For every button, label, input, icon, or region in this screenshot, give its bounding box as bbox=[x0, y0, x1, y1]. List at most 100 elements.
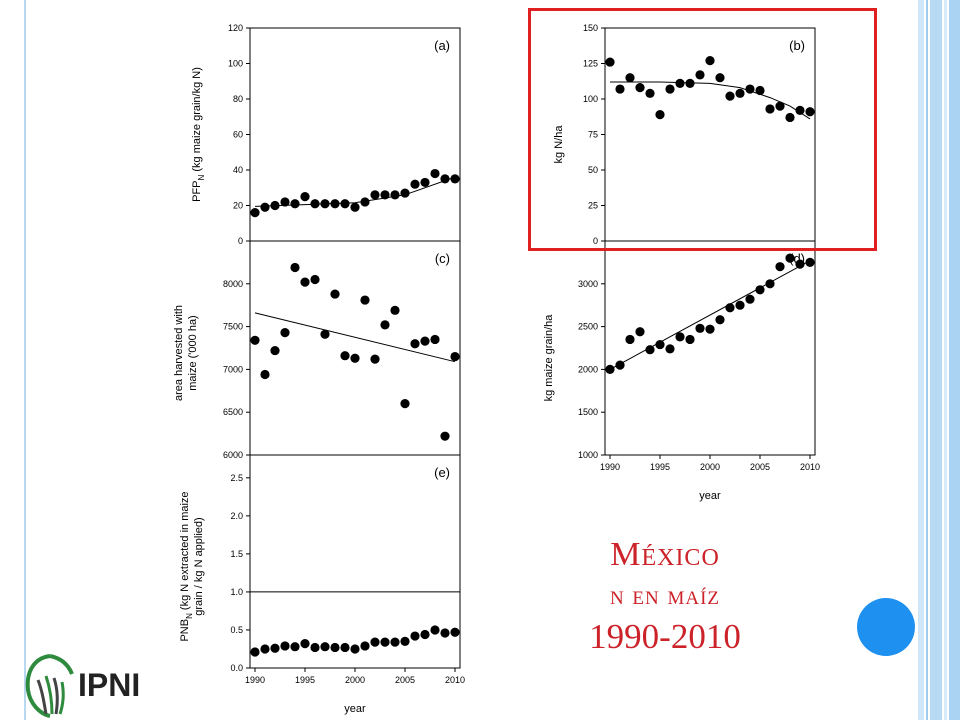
data-point-b bbox=[755, 85, 765, 96]
y-tick-label-b: 0 bbox=[593, 236, 598, 246]
y-tick-label-d: 3000 bbox=[578, 279, 598, 289]
data-point-b bbox=[735, 88, 745, 98]
data-point-b bbox=[795, 105, 805, 115]
data-point-a bbox=[380, 190, 390, 200]
panel-a: 0 20 40 60 80 100 120 (a) PFPN (kg maize grain/k… bbox=[191, 23, 461, 246]
data-point-d bbox=[795, 259, 805, 269]
x-tick-label-d: 1990 bbox=[600, 462, 620, 472]
data-point-b bbox=[705, 56, 715, 66]
data-point-c bbox=[380, 320, 390, 330]
trend-line-d bbox=[609, 260, 811, 370]
y-tick-label-a: 0 bbox=[238, 236, 243, 246]
panel-d: 1000 1500 2000 2500 3000 1990 1995 2000 2005 2010… bbox=[543, 240, 820, 502]
y-axis-title-e-line1: PNBN (kg N extracted in maize bbox=[179, 491, 194, 641]
data-point-e bbox=[300, 639, 310, 649]
data-point-b bbox=[725, 91, 735, 101]
x-axis-title-e: year bbox=[344, 703, 366, 715]
data-point-d bbox=[635, 327, 645, 337]
data-point-e bbox=[260, 644, 270, 654]
title-line-subject: n en maíz bbox=[609, 580, 721, 610]
y-tick-label-b: 25 bbox=[588, 201, 598, 211]
panel-label-a: (a) bbox=[434, 38, 450, 53]
data-point-b bbox=[745, 84, 755, 94]
data-point-d bbox=[735, 300, 745, 310]
data-point-b bbox=[645, 88, 655, 98]
data-point-b bbox=[665, 84, 675, 94]
trend-line-b bbox=[610, 81, 811, 120]
y-tick-label-e: 0.0 bbox=[230, 663, 243, 673]
data-point-c bbox=[270, 345, 280, 356]
data-point-e bbox=[420, 629, 430, 640]
data-point-d bbox=[805, 257, 815, 267]
y-tick-label-d: 2000 bbox=[578, 364, 598, 374]
y-tick-label-c: 7500 bbox=[223, 322, 243, 332]
data-point-c bbox=[320, 329, 330, 339]
data-point-e bbox=[360, 641, 370, 651]
x-tick-label-e: 2010 bbox=[445, 675, 465, 685]
y-tick-label-c: 8000 bbox=[223, 279, 243, 289]
x-axis-title-d: year bbox=[699, 490, 721, 502]
highlight-box bbox=[528, 8, 877, 251]
data-point-e bbox=[350, 644, 360, 654]
y-tick-label-a: 80 bbox=[233, 94, 243, 104]
y-axis-title-d: kg maize grain/ha bbox=[543, 314, 555, 402]
y-tick-label-e: 1.5 bbox=[230, 549, 243, 559]
data-point-d bbox=[725, 303, 735, 313]
data-point-a bbox=[340, 199, 350, 209]
data-point-e bbox=[340, 642, 350, 653]
x-tick-label-e: 2000 bbox=[345, 675, 365, 685]
data-point-c bbox=[430, 334, 440, 345]
y-axis-title-b: kg N/ha bbox=[553, 125, 565, 164]
right-decorative-bars bbox=[918, 0, 960, 720]
data-point-c bbox=[400, 399, 410, 409]
data-point-e bbox=[280, 641, 290, 651]
y-tick-label-b: 125 bbox=[583, 59, 598, 69]
data-point-a bbox=[320, 199, 330, 209]
data-point-d bbox=[765, 279, 775, 289]
data-point-e bbox=[410, 631, 420, 641]
data-point-a bbox=[450, 174, 460, 184]
x-tick-label-d: 2005 bbox=[750, 462, 770, 472]
x-tick-label-e: 2005 bbox=[395, 675, 415, 685]
y-tick-label-d: 1500 bbox=[578, 407, 598, 417]
data-point-e bbox=[370, 637, 380, 647]
data-point-c bbox=[330, 289, 340, 299]
data-point-e bbox=[400, 636, 410, 646]
plot-frame-c bbox=[249, 240, 461, 456]
data-point-c bbox=[410, 339, 420, 349]
data-point-b bbox=[765, 104, 775, 114]
data-point-c bbox=[280, 327, 290, 338]
x-tick-label-e: 1995 bbox=[295, 675, 315, 685]
data-point-d bbox=[665, 344, 675, 354]
data-point-a bbox=[310, 199, 320, 209]
x-tick-label-d: 2010 bbox=[800, 462, 820, 472]
data-point-a bbox=[370, 190, 380, 200]
data-point-b bbox=[675, 78, 685, 88]
data-point-c bbox=[250, 335, 260, 345]
panel-e: 0.0 0.5 1.0 1.5 2.0 2.5 1990 1995 2000 2005 2010 ye… bbox=[179, 454, 465, 715]
data-point-d bbox=[645, 345, 655, 355]
ipni-logo-icon bbox=[25, 654, 74, 718]
title-line-years: 1990-2010 bbox=[589, 617, 741, 656]
data-point-b bbox=[695, 70, 705, 80]
data-point-d bbox=[675, 332, 685, 342]
data-point-a bbox=[330, 199, 340, 209]
y-tick-label-a: 20 bbox=[233, 201, 243, 211]
left-edge-stripe bbox=[0, 0, 26, 720]
data-point-d bbox=[745, 294, 755, 304]
data-point-a bbox=[430, 168, 440, 179]
y-tick-label-a: 60 bbox=[233, 130, 243, 140]
data-point-d bbox=[625, 334, 635, 345]
data-point-b bbox=[715, 73, 725, 83]
data-point-c bbox=[340, 351, 350, 361]
data-point-e bbox=[450, 627, 460, 637]
y-tick-label-d: 2500 bbox=[578, 322, 598, 332]
y-tick-label-e: 1.0 bbox=[230, 587, 243, 597]
data-point-a bbox=[280, 197, 290, 207]
data-point-d bbox=[775, 262, 785, 272]
data-point-a bbox=[260, 202, 270, 212]
data-point-c bbox=[310, 274, 320, 285]
right-bar-3 bbox=[930, 0, 942, 720]
right-bar-1 bbox=[918, 0, 924, 720]
